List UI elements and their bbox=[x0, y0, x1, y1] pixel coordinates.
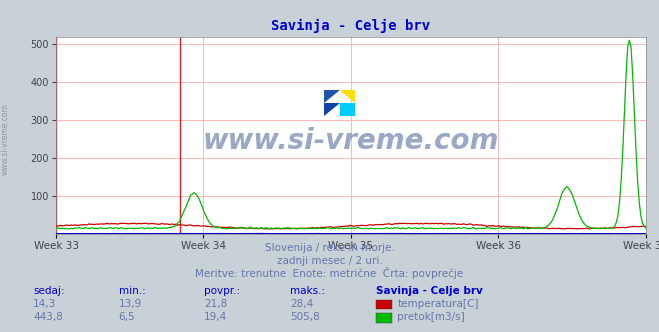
Text: 6,5: 6,5 bbox=[119, 312, 135, 322]
Text: www.si-vreme.com: www.si-vreme.com bbox=[203, 127, 499, 155]
Text: sedaj:: sedaj: bbox=[33, 286, 65, 296]
Polygon shape bbox=[324, 103, 339, 116]
Text: Meritve: trenutne  Enote: metrične  Črta: povprečje: Meritve: trenutne Enote: metrične Črta: … bbox=[195, 267, 464, 279]
Text: povpr.:: povpr.: bbox=[204, 286, 241, 296]
Text: www.si-vreme.com: www.si-vreme.com bbox=[1, 104, 10, 175]
Text: maks.:: maks.: bbox=[290, 286, 325, 296]
Polygon shape bbox=[324, 90, 339, 103]
Text: min.:: min.: bbox=[119, 286, 146, 296]
Title: Savinja - Celje brv: Savinja - Celje brv bbox=[272, 18, 430, 33]
Text: zadnji mesec / 2 uri.: zadnji mesec / 2 uri. bbox=[277, 256, 382, 266]
Polygon shape bbox=[339, 103, 355, 116]
Polygon shape bbox=[339, 90, 355, 103]
Text: 14,3: 14,3 bbox=[33, 299, 56, 309]
Text: 28,4: 28,4 bbox=[290, 299, 313, 309]
Text: 21,8: 21,8 bbox=[204, 299, 227, 309]
Text: 13,9: 13,9 bbox=[119, 299, 142, 309]
Text: Savinja - Celje brv: Savinja - Celje brv bbox=[376, 286, 482, 296]
Text: 19,4: 19,4 bbox=[204, 312, 227, 322]
Text: 443,8: 443,8 bbox=[33, 312, 63, 322]
Text: pretok[m3/s]: pretok[m3/s] bbox=[397, 312, 465, 322]
Text: 505,8: 505,8 bbox=[290, 312, 320, 322]
Text: temperatura[C]: temperatura[C] bbox=[397, 299, 479, 309]
Text: Slovenija / reke in morje.: Slovenija / reke in morje. bbox=[264, 243, 395, 253]
